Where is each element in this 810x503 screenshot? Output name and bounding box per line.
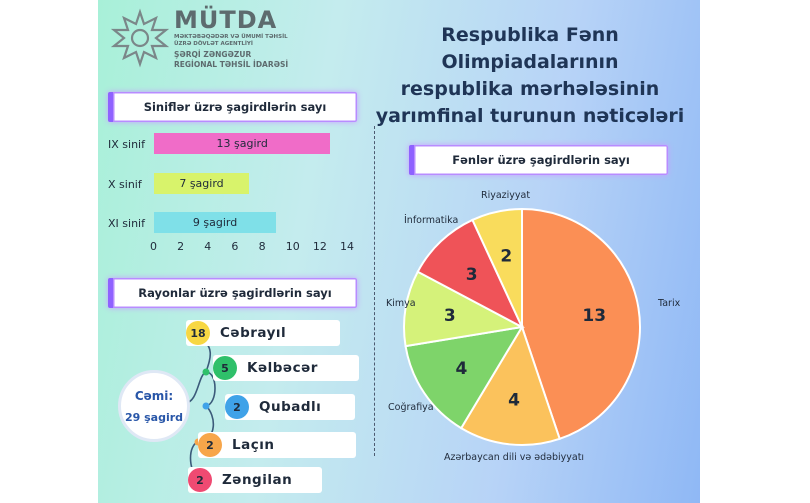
logo-region-1: ŞƏRQİ ZƏNGƏZUR xyxy=(174,50,252,59)
district-name: Zəngilan xyxy=(222,472,293,488)
bar-value-label: 7 şagird xyxy=(179,177,224,190)
logo-name: MÜTDA xyxy=(174,6,278,34)
x-tick-label: 8 xyxy=(258,240,266,253)
pie-slice xyxy=(459,324,561,446)
logo-region-2: REGİONAL TƏHSİL İDARƏSİ xyxy=(174,60,289,69)
total-badge: Cəmi: 29 şagird xyxy=(118,370,190,442)
section-divider xyxy=(374,126,375,456)
x-tick-label: 12 xyxy=(312,240,327,253)
logo-subtitle-2: ÜZRƏ DÖVLƏT AGENTLİYİ xyxy=(174,41,253,47)
district-count-badge: 2 xyxy=(188,468,212,492)
page-title: Respublika Fənn Olimpiadalarının respubl… xyxy=(360,22,700,130)
bar-xi: 9 şagird xyxy=(154,212,277,233)
pie-value-label: 3 xyxy=(444,306,456,326)
pie-value-label: 4 xyxy=(508,391,520,411)
x-tick-label: 2 xyxy=(177,240,185,253)
infographic-poster: MÜTDA MƏKTƏBƏQƏDƏR VƏ ÜMUMİ TƏHSİL ÜZRƏ … xyxy=(98,0,700,503)
bar-category-label: IX sinif xyxy=(108,138,145,151)
title-line-3: yarımfinal turunun nəticələri xyxy=(375,105,685,127)
district-row: Kəlbəcər xyxy=(213,355,359,381)
district-row: Cəbrayıl xyxy=(186,320,340,346)
district-name: Kəlbəcər xyxy=(247,360,318,376)
district-count-badge: 5 xyxy=(213,356,237,380)
x-tick-label: 10 xyxy=(285,240,300,253)
total-value: 29 şagird xyxy=(124,410,184,424)
pie-slice xyxy=(416,218,525,330)
bar-ix: 13 şagird xyxy=(154,133,331,154)
title-line-2: respublika mərhələsinin xyxy=(400,78,660,100)
pie-value-label: 13 xyxy=(582,306,606,326)
bar-category-label: X sinif xyxy=(108,178,142,191)
district-name: Laçın xyxy=(232,437,275,453)
pie-slice xyxy=(404,325,524,430)
bar-value-label: 9 şagird xyxy=(192,216,238,229)
bar-category-label: XI sinif xyxy=(108,217,145,230)
subjects-pie-chart: 13 4 4 3 3 2 xyxy=(403,207,641,446)
pie-slice-label: İnformatika xyxy=(404,215,459,226)
bar-x: 7 şagird xyxy=(154,173,249,194)
districts-chart-title: Rayonlar üzrə şagirdlərin sayı xyxy=(108,278,357,308)
pie-slice-label: Coğrafiya xyxy=(388,402,434,413)
title-line-1: Respublika Fənn Olimpiadalarının xyxy=(441,24,619,73)
grades-chart-title: Siniflər üzrə şagirdlərin sayı xyxy=(108,92,357,122)
pie-slice-label: Riyaziyyat xyxy=(481,190,531,201)
district-count-badge: 2 xyxy=(198,433,222,457)
total-label: Cəmi: xyxy=(134,388,174,403)
district-count-badge: 18 xyxy=(186,321,210,345)
pie-value-label: 4 xyxy=(456,359,468,379)
pie-slice-label: Azərbaycan dili və ədəbiyyatı xyxy=(444,452,585,463)
x-tick-label: 4 xyxy=(204,240,212,253)
pie-value-label: 3 xyxy=(466,265,478,285)
pie-slice-label: Tarix xyxy=(658,298,681,309)
district-name: Cəbrayıl xyxy=(220,325,287,341)
pie-slice xyxy=(471,207,523,328)
district-name: Qubadlı xyxy=(259,399,322,415)
subjects-chart-title: Fənlər üzrə şagirdlərin sayı xyxy=(409,145,668,175)
logo-subtitle-1: MƏKTƏBƏQƏDƏR VƏ ÜMUMİ TƏHSİL xyxy=(174,34,288,40)
pie-slice-label: Kimya xyxy=(386,298,416,309)
x-tick-label: 6 xyxy=(231,240,239,253)
pie-slice xyxy=(403,270,526,348)
district-count-badge: 2 xyxy=(225,395,249,419)
pie-slice xyxy=(521,207,641,441)
x-tick-label: 0 xyxy=(150,240,157,253)
district-row: Laçın xyxy=(198,432,356,458)
bar-value-label: 13 şagird xyxy=(216,137,268,150)
mutda-logo-icon xyxy=(110,8,170,68)
pie-value-label: 2 xyxy=(500,247,512,267)
x-tick-label: 14 xyxy=(340,240,354,253)
